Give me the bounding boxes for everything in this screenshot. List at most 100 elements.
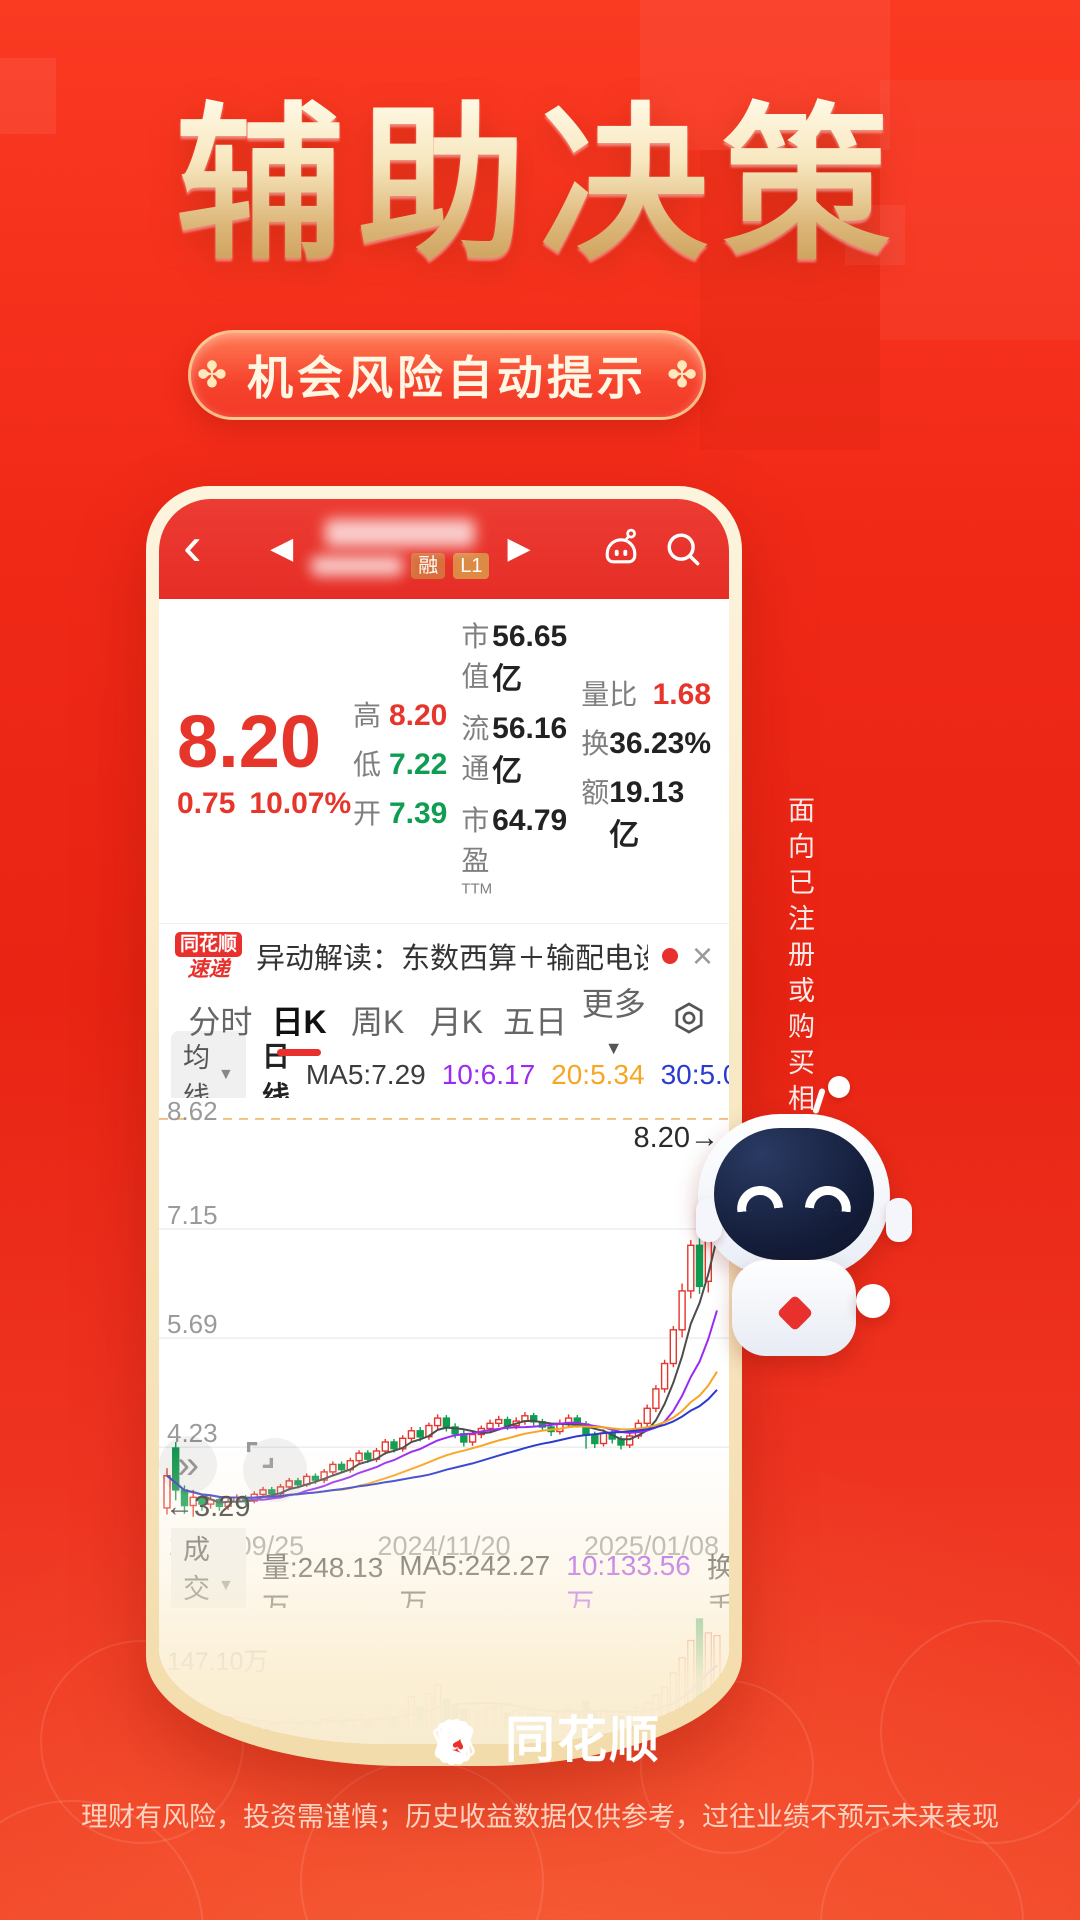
volume-chart[interactable]: 147.10万 <box>159 1608 729 1730</box>
express-logo: 同花顺 速递 <box>175 932 243 981</box>
tab-monthly-k[interactable]: 月K <box>429 1004 484 1040</box>
stock-identity: 融 L1 <box>311 519 490 579</box>
high-label: 高 <box>353 700 382 731</box>
next-stock-button[interactable]: ▶ <box>507 532 531 565</box>
background-pattern-circle <box>300 1760 544 1920</box>
unread-dot-icon <box>661 948 678 964</box>
quote-caps: 市值 56.65亿 流通 56.16亿 市盈TTM 64.79 <box>461 615 581 911</box>
open-label: 开 <box>353 798 382 829</box>
macd-selector[interactable]: MACD▼ <box>173 1742 301 1744</box>
volume-tick: 147.10万 <box>167 1648 269 1676</box>
brand-name: 同花顺 <box>505 1712 661 1768</box>
tab-five-day[interactable]: 五日 <box>503 1004 568 1040</box>
tab-more[interactable]: 更多 ▼ <box>581 985 646 1058</box>
card-fan-logo-icon: ♠ <box>433 1718 475 1766</box>
current-price-marker: 8.20→ <box>633 1122 719 1154</box>
legend-ma20: 20:5.34 <box>551 1059 645 1090</box>
turnover-value: 36.23% <box>609 726 711 760</box>
news-ticker[interactable]: 同花顺 速递 异动解读：东数西算＋输配电设备＋核电变压... × <box>159 923 729 988</box>
robot-gem <box>776 1294 814 1332</box>
gear-icon <box>675 1001 703 1034</box>
prev-stock-button[interactable]: ◀ <box>270 532 294 565</box>
low-value: 7.22 <box>388 748 448 781</box>
legend-ma5: MA5:7.29 <box>305 1059 426 1090</box>
period-tabs: 分时 日K 周K 月K 五日 更多 ▼ <box>159 986 729 1058</box>
robot-body <box>732 1260 856 1356</box>
fullscreen-button[interactable] <box>243 1438 307 1502</box>
low-price-marker: ←3.29 <box>165 1491 251 1523</box>
hero-badge-label: 机会风险自动提示 <box>247 352 647 404</box>
robot-eye <box>734 1183 784 1213</box>
y-tick: 5.69 <box>167 1309 218 1339</box>
y-tick: 4.23 <box>167 1418 218 1448</box>
volume-legend: 成交量▼ 量:248.13万 MA5:242.27万 10:133.56万 换手… <box>159 1522 729 1650</box>
robot-antenna-ball <box>828 1076 850 1098</box>
y-tick: 7.15 <box>167 1200 218 1230</box>
robot-arm <box>856 1284 890 1318</box>
quote-stats: 量比 1.68 换 36.23% 额 19.13亿 <box>581 615 711 911</box>
background-pattern-circle <box>820 1820 1024 1920</box>
chevron-down-icon: ▼ <box>604 1037 623 1058</box>
robot-head <box>696 1114 912 1278</box>
robot-face <box>714 1128 874 1260</box>
clover-icon: ✤ <box>667 354 698 395</box>
mktcap-label: 市值 <box>461 621 490 692</box>
float-label: 流通 <box>461 713 490 784</box>
legend-ma30: 30:5.09 <box>660 1059 729 1090</box>
quote-hlo: 高 8.20 低 7.22 开 7.39 <box>353 615 461 911</box>
news-headline[interactable]: 异动解读：东数西算＋输配电设备＋核电变压... <box>256 943 648 975</box>
corner-brackets-icon <box>246 1441 274 1469</box>
chevron-down-icon: ▼ <box>218 1577 234 1594</box>
pe-value: 64.79 <box>492 804 568 837</box>
stock-code-blurred <box>311 556 404 576</box>
y-tick: 8.62 <box>167 1096 218 1126</box>
page-title: 辅助决策 <box>0 92 1080 277</box>
mktcap-value: 56.65亿 <box>492 620 568 696</box>
chart-settings-button[interactable] <box>653 1000 707 1041</box>
margin-badge: 融 <box>411 553 446 579</box>
pe-label: 市盈TTM <box>461 805 493 898</box>
stock-name-blurred <box>325 519 476 547</box>
quote-panel: 8.20 0.75 10.07% 高 8.20 低 7.22 开 7.39 市值 56.… <box>159 599 729 923</box>
back-button[interactable]: ‹ <box>183 514 202 577</box>
price-change: 0.75 <box>177 787 236 820</box>
hero-badge: ✤ 机会风险自动提示 ✤ <box>188 330 706 420</box>
robot-eye <box>804 1183 854 1213</box>
chevron-down-icon: ▼ <box>218 1066 234 1083</box>
tab-minute[interactable]: 分时 <box>188 1004 253 1040</box>
search-icon[interactable] <box>661 527 705 571</box>
app-screen: ‹ ◀ 融 L1 ▶ <box>159 499 729 1744</box>
amount-label: 额 <box>581 776 610 808</box>
last-price: 8.20 <box>177 700 322 783</box>
date-tick: 2024/11/20 <box>377 1530 511 1561</box>
legend-ma10: 10:6.17 <box>441 1059 536 1090</box>
volratio-value: 1.68 <box>652 677 711 711</box>
open-value: 7.39 <box>388 797 448 830</box>
volume-svg <box>159 1618 729 1730</box>
robot-mascot <box>688 1076 912 1358</box>
disclaimer: 理财有风险，投资需谨慎；历史收益数据仅供参考，过往业绩不预示未来表现 <box>81 1802 999 1832</box>
collapse-button[interactable]: » <box>159 1436 217 1494</box>
price-change-pct: 10.07% <box>249 787 352 820</box>
robot-antenna <box>812 1087 826 1115</box>
high-value: 8.20 <box>388 699 448 732</box>
clover-icon: ✤ <box>196 354 227 395</box>
volume-current: 量:248.13万 <box>261 1552 384 1623</box>
macd-panel: MACD▼ ? (12, 26, 9): MACD:0.68 DIFF:0.80… <box>159 1730 627 1744</box>
volume-ma5: MA5:242.27万 <box>399 1550 551 1619</box>
low-label: 低 <box>353 749 382 780</box>
date-tick: 2025/01/08 <box>583 1530 719 1561</box>
express-logo-sub: 速递 <box>187 958 230 981</box>
kline-svg <box>159 1118 729 1517</box>
ma-legend: 均线▼ 日线 MA5:7.29 10:6.17 20:5.34 30:5.09 … <box>159 1031 729 1119</box>
tab-daily-k[interactable]: 日K <box>260 997 339 1043</box>
close-icon[interactable]: × <box>691 935 713 976</box>
kline-chart[interactable]: 8.62 7.15 5.69 4.23 8.20→ ←3.29 » <box>159 1096 729 1528</box>
volratio-label: 量比 <box>581 678 638 710</box>
tab-weekly-k[interactable]: 周K <box>351 1004 405 1040</box>
robot-ear <box>886 1198 912 1242</box>
level-badge: L1 <box>453 553 490 579</box>
phone-mockup: ‹ ◀ 融 L1 ▶ <box>146 486 742 1766</box>
robot-assistant-icon[interactable] <box>599 527 643 571</box>
turnover-label: 换 <box>581 727 610 759</box>
